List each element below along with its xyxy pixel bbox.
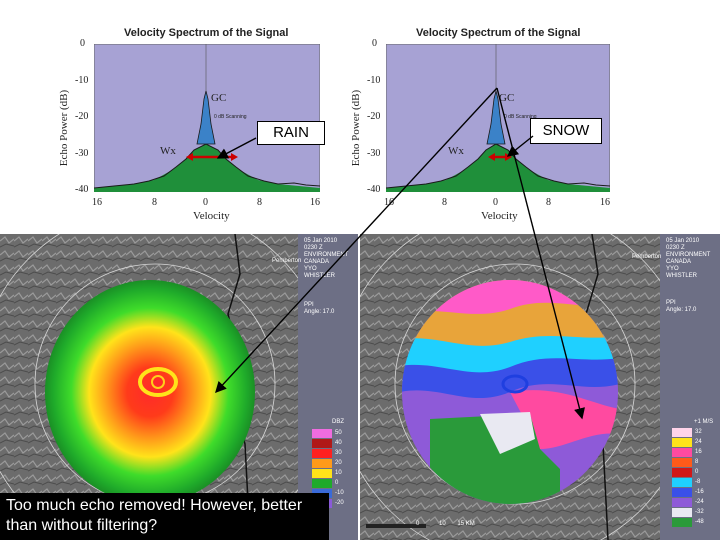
info-line: 0230 Z	[304, 245, 323, 251]
legend-value: 20	[335, 460, 342, 466]
info-line: Angle: 17.0	[666, 307, 697, 313]
snow-label: SNOW	[530, 118, 602, 144]
y-tick: 0	[80, 38, 85, 49]
info-line: PPI	[666, 300, 676, 306]
scale-value: 0	[416, 521, 420, 527]
wx-label: Wx	[160, 145, 176, 157]
radar-info: 05 Jan 2010 0230 Z ENVIRONMENT CANADA YY…	[304, 238, 348, 280]
ppi-info: PPI Angle: 17.0	[304, 302, 334, 316]
legend-value: -24	[695, 499, 704, 505]
scale-value: 10	[439, 521, 446, 527]
info-line: CANADA	[666, 259, 692, 265]
gc-label: GC	[211, 92, 227, 104]
legend-value: 16	[695, 449, 702, 455]
wx-label: Wx	[448, 145, 464, 157]
legend-value: 24	[695, 439, 702, 445]
x-axis-label: Velocity	[193, 210, 230, 222]
legend-value: -20	[335, 500, 344, 506]
x-tick: 8	[442, 197, 447, 208]
info-line: ENVIRONMENT	[666, 252, 711, 258]
scale-bar-labels: 0 10 15 KM	[416, 521, 476, 527]
y-tick: -20	[367, 111, 381, 122]
info-line: 05 Jan 2010	[666, 238, 700, 244]
y-tick: 0	[372, 38, 377, 49]
ppi-info: PPI Angle: 17.0	[666, 300, 696, 314]
info-line: YYO	[666, 266, 679, 272]
gc-label: GC	[499, 92, 515, 104]
legend-value: 0	[335, 480, 339, 486]
x-tick: 16	[310, 197, 320, 208]
legend-value: 50	[335, 430, 342, 436]
place-label: Pemberton	[272, 258, 302, 264]
y-axis-label: Echo Power (dB)	[58, 89, 70, 167]
y-tick: -30	[75, 148, 89, 159]
spectrum-plot	[94, 44, 320, 192]
legend-value: -10	[335, 490, 344, 496]
legend-value: -32	[695, 509, 704, 515]
legend-value: 32	[695, 429, 702, 435]
y-axis-label: Echo Power (dB)	[350, 89, 362, 167]
x-axis-label: Velocity	[481, 210, 518, 222]
info-line: WHISTLER	[304, 273, 336, 279]
chart-title: Velocity Spectrum of the Signal	[416, 27, 581, 39]
y-tick: -10	[75, 75, 89, 86]
y-tick: -40	[75, 184, 89, 195]
clutter-spike	[196, 90, 216, 145]
legend-value: 40	[335, 440, 342, 446]
y-tick: -10	[367, 75, 381, 86]
legend-value: -8	[695, 479, 701, 485]
y-tick: -40	[367, 184, 381, 195]
note-label: 0 dB Scanning	[214, 114, 247, 120]
info-line: 05 Jan 2010	[304, 238, 338, 244]
info-line: Angle: 17.0	[304, 309, 335, 315]
info-line: PPI	[304, 302, 314, 308]
info-line: WHISTLER	[666, 273, 698, 279]
x-tick: 16	[600, 197, 610, 208]
scale-value: 15 KM	[457, 521, 475, 527]
info-line: YYO	[304, 266, 317, 272]
legend-title: +1 M/S	[694, 419, 714, 425]
info-line: CANADA	[304, 259, 330, 265]
legend-value: 30	[335, 450, 342, 456]
rain-label: RAIN	[257, 121, 325, 145]
chart-title: Velocity Spectrum of the Signal	[124, 27, 289, 39]
velocity-legend: 32 24 16 8 0 -8 -16 -24 -32 -48	[672, 427, 718, 527]
right-radar-image: Pemberton 05 Jan 2010 0230 Z ENVIRONMENT…	[360, 234, 720, 540]
y-tick: -30	[367, 148, 381, 159]
x-tick: 0	[493, 197, 498, 208]
caption-box: Too much echo removed! However, better t…	[0, 493, 329, 540]
x-tick: 16	[92, 197, 102, 208]
y-tick: -20	[75, 111, 89, 122]
info-line: 0230 Z	[666, 245, 685, 251]
x-tick: 8	[546, 197, 551, 208]
legend-value: 0	[695, 469, 699, 475]
place-label: Pemberton	[632, 254, 662, 260]
x-tick: 8	[152, 197, 157, 208]
x-tick: 16	[384, 197, 394, 208]
legend-value: -48	[695, 519, 704, 525]
info-line: ENVIRONMENT	[304, 252, 349, 258]
weather-spectrum	[94, 144, 320, 192]
legend-value: -16	[695, 489, 704, 495]
radar-info: 05 Jan 2010 0230 Z ENVIRONMENT CANADA YY…	[666, 238, 710, 280]
legend-value: 8	[695, 459, 699, 465]
x-tick: 8	[257, 197, 262, 208]
x-tick: 0	[203, 197, 208, 208]
legend-value: 10	[335, 470, 342, 476]
legend-title: DBZ	[332, 419, 344, 425]
